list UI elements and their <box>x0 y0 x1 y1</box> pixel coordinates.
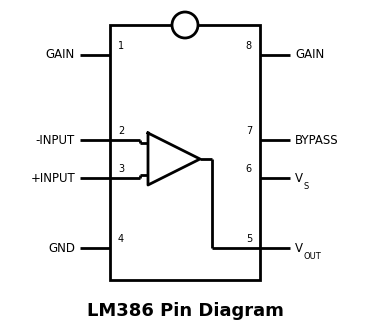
Text: S: S <box>304 182 309 191</box>
Text: 3: 3 <box>118 164 124 174</box>
Text: GND: GND <box>48 241 75 255</box>
Bar <box>110 25 260 280</box>
Text: BYPASS: BYPASS <box>295 133 339 147</box>
Text: 5: 5 <box>246 234 252 244</box>
Text: V: V <box>295 172 303 184</box>
Text: GAIN: GAIN <box>295 49 324 62</box>
Text: 4: 4 <box>118 234 124 244</box>
Text: 7: 7 <box>246 126 252 136</box>
Circle shape <box>172 12 198 38</box>
Text: 2: 2 <box>118 126 124 136</box>
Text: GAIN: GAIN <box>46 49 75 62</box>
Text: 6: 6 <box>246 164 252 174</box>
Text: -INPUT: -INPUT <box>36 133 75 147</box>
Text: 8: 8 <box>246 41 252 51</box>
Text: V: V <box>295 241 303 255</box>
Text: 1: 1 <box>118 41 124 51</box>
Text: +INPUT: +INPUT <box>30 172 75 184</box>
Text: LM386 Pin Diagram: LM386 Pin Diagram <box>87 302 283 320</box>
Text: OUT: OUT <box>304 252 322 261</box>
